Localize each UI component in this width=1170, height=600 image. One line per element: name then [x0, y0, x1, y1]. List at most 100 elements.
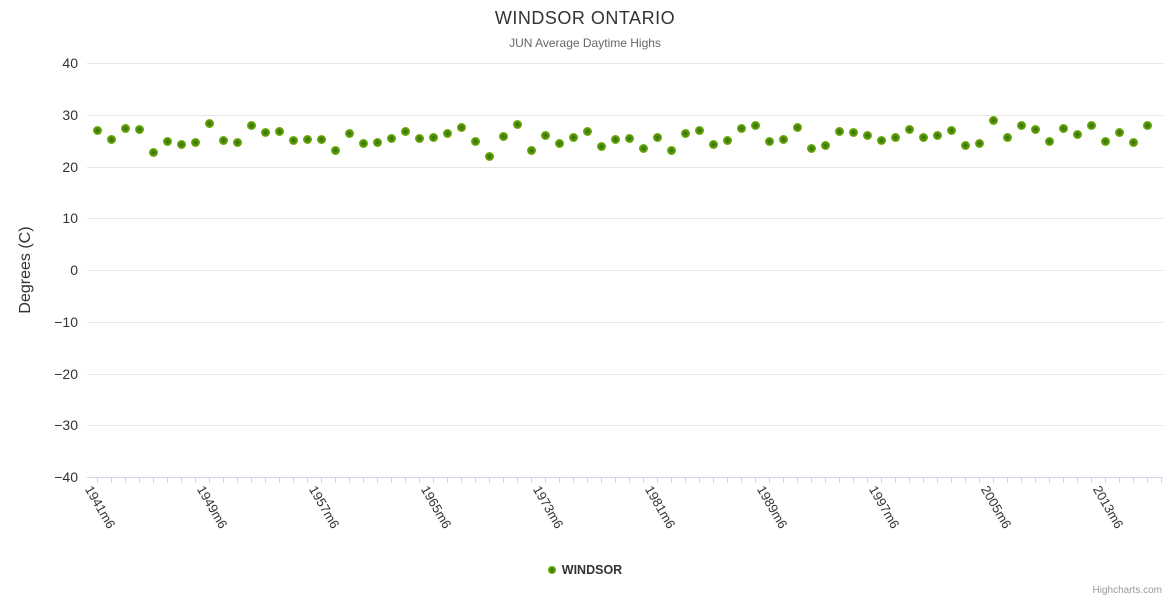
- data-point[interactable]: [246, 120, 256, 130]
- x-axis-tick: [867, 477, 868, 483]
- data-point[interactable]: [554, 139, 564, 149]
- data-point[interactable]: [820, 141, 830, 151]
- data-point[interactable]: [694, 125, 704, 135]
- data-point[interactable]: [540, 130, 550, 140]
- data-point[interactable]: [904, 125, 914, 135]
- data-point[interactable]: [890, 133, 900, 143]
- data-point[interactable]: [316, 134, 326, 144]
- data-point[interactable]: [946, 126, 956, 136]
- x-axis-tick: [321, 477, 322, 483]
- gridline: [87, 321, 1163, 323]
- data-point[interactable]: [834, 126, 844, 136]
- data-point[interactable]: [1058, 124, 1068, 134]
- data-point[interactable]: [988, 115, 998, 125]
- data-point[interactable]: [680, 128, 690, 138]
- data-point[interactable]: [498, 131, 508, 141]
- data-point[interactable]: [162, 137, 172, 147]
- data-point[interactable]: [106, 135, 116, 145]
- data-point[interactable]: [442, 128, 452, 138]
- x-axis-tick: [517, 477, 518, 483]
- data-point[interactable]: [428, 133, 438, 143]
- data-point[interactable]: [1072, 129, 1082, 139]
- data-point[interactable]: [932, 130, 942, 140]
- data-point[interactable]: [414, 134, 424, 144]
- data-point[interactable]: [582, 126, 592, 136]
- legend-item-windsor[interactable]: WINDSOR: [0, 563, 1170, 577]
- data-point[interactable]: [1002, 133, 1012, 143]
- data-point[interactable]: [176, 140, 186, 150]
- data-point[interactable]: [960, 141, 970, 151]
- data-point[interactable]: [204, 118, 214, 128]
- data-point[interactable]: [302, 134, 312, 144]
- x-axis-tick: [741, 477, 742, 483]
- x-axis-tick: [251, 477, 252, 483]
- data-point[interactable]: [764, 136, 774, 146]
- x-axis-tick: [97, 477, 98, 483]
- x-axis-tick: [1133, 477, 1134, 483]
- data-point[interactable]: [92, 125, 102, 135]
- x-axis-tick: [923, 477, 924, 483]
- data-point[interactable]: [596, 142, 606, 152]
- data-point[interactable]: [120, 124, 130, 134]
- x-axis-tick: [881, 477, 882, 483]
- x-axis-tick: [783, 477, 784, 483]
- data-point[interactable]: [1086, 120, 1096, 130]
- x-axis-tick: [391, 477, 392, 483]
- data-point[interactable]: [876, 136, 886, 146]
- highcharts-credits-link[interactable]: Highcharts.com: [1092, 585, 1162, 596]
- data-point[interactable]: [386, 134, 396, 144]
- data-point[interactable]: [1030, 125, 1040, 135]
- x-tick-label: 1941m6: [82, 483, 119, 532]
- data-point[interactable]: [624, 134, 634, 144]
- data-point[interactable]: [862, 130, 872, 140]
- data-point[interactable]: [1114, 128, 1124, 138]
- gridline: [87, 373, 1163, 375]
- data-point[interactable]: [1100, 136, 1110, 146]
- data-point[interactable]: [190, 137, 200, 147]
- data-point[interactable]: [484, 151, 494, 161]
- data-point[interactable]: [456, 122, 466, 132]
- gridline: [87, 114, 1163, 116]
- data-point[interactable]: [526, 146, 536, 156]
- data-point[interactable]: [372, 138, 382, 148]
- data-point[interactable]: [806, 143, 816, 153]
- x-axis-tick: [545, 477, 546, 483]
- data-point[interactable]: [1142, 121, 1152, 131]
- data-point[interactable]: [778, 134, 788, 144]
- data-point[interactable]: [512, 120, 522, 130]
- data-point[interactable]: [638, 144, 648, 154]
- data-point[interactable]: [974, 139, 984, 149]
- data-point[interactable]: [470, 136, 480, 146]
- data-point[interactable]: [344, 128, 354, 138]
- data-point[interactable]: [148, 147, 158, 157]
- data-point[interactable]: [232, 138, 242, 148]
- data-point[interactable]: [288, 135, 298, 145]
- data-point[interactable]: [260, 128, 270, 138]
- data-point[interactable]: [134, 125, 144, 135]
- x-axis-tick: [195, 477, 196, 483]
- data-point[interactable]: [848, 127, 858, 137]
- data-point[interactable]: [400, 126, 410, 136]
- data-point[interactable]: [218, 135, 228, 145]
- data-point[interactable]: [736, 124, 746, 134]
- data-point[interactable]: [918, 133, 928, 143]
- data-point[interactable]: [358, 139, 368, 149]
- data-point[interactable]: [666, 145, 676, 155]
- x-axis-tick: [1007, 477, 1008, 483]
- data-point[interactable]: [610, 135, 620, 145]
- data-point[interactable]: [750, 120, 760, 130]
- data-point[interactable]: [568, 133, 578, 143]
- data-point[interactable]: [1128, 138, 1138, 148]
- x-axis-tick: [1049, 477, 1050, 483]
- gridline: [87, 63, 1163, 64]
- data-point[interactable]: [652, 133, 662, 143]
- data-point[interactable]: [274, 126, 284, 136]
- data-point[interactable]: [708, 140, 718, 150]
- data-point[interactable]: [330, 145, 340, 155]
- legend-marker-icon: [547, 566, 556, 574]
- data-point[interactable]: [1016, 121, 1026, 131]
- data-point[interactable]: [722, 136, 732, 146]
- data-point[interactable]: [792, 122, 802, 132]
- data-point[interactable]: [1044, 137, 1054, 147]
- x-axis-tick: [167, 477, 168, 483]
